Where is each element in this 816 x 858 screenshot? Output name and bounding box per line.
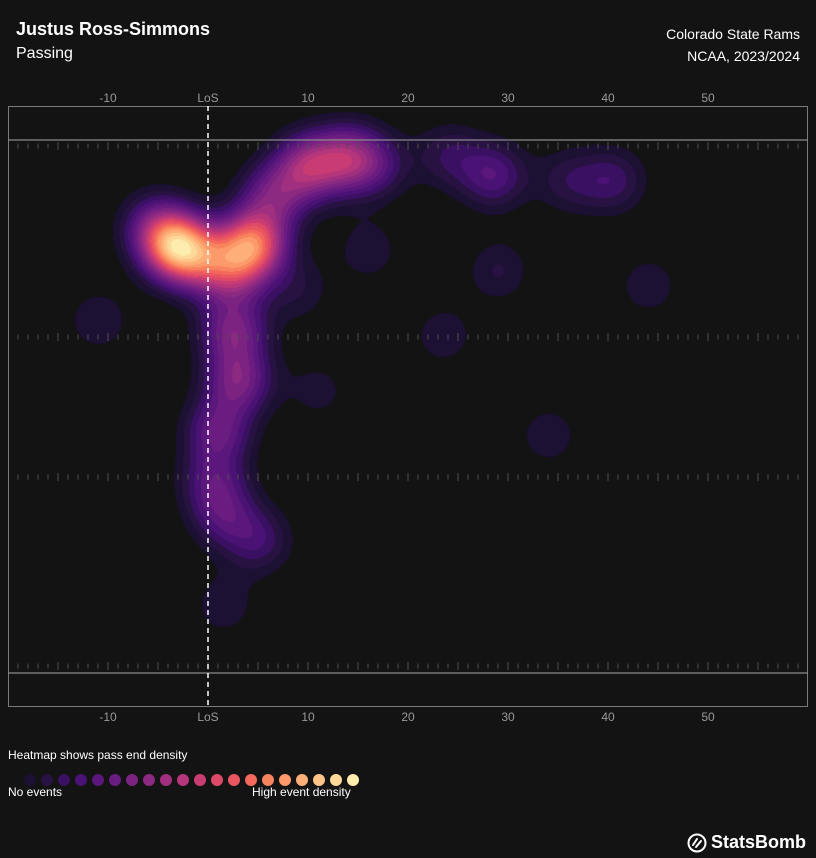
legend-color-dot (160, 774, 172, 786)
legend: Heatmap shows pass end density No events… (8, 748, 359, 799)
brand-name: StatsBomb (710, 832, 806, 852)
legend-color-dot (313, 774, 325, 786)
x-tick-label-top: 10 (301, 91, 315, 105)
x-tick-label-top: 50 (701, 91, 715, 105)
legend-color-dot (24, 774, 36, 786)
competition-label: NCAA, 2023/2024 (687, 48, 800, 64)
statsbomb-logo: StatsBomb (687, 832, 806, 853)
field-border (8, 106, 808, 707)
legend-color-dot (245, 774, 257, 786)
x-tick-label-top: -10 (99, 91, 117, 105)
x-tick-label-bottom: 40 (601, 710, 615, 724)
x-tick-label-top: LoS (197, 91, 218, 105)
header-right: Colorado State Rams NCAA, 2023/2024 (666, 23, 800, 67)
legend-title: Heatmap shows pass end density (8, 748, 188, 762)
x-tick-label-bottom: LoS (197, 710, 218, 724)
legend-color-dot (58, 774, 70, 786)
x-tick-label-bottom: 30 (501, 710, 515, 724)
x-tick-label-bottom: 10 (301, 710, 315, 724)
x-tick-label-bottom: -10 (99, 710, 117, 724)
legend-high-label: High event density (252, 785, 351, 799)
legend-color-dot (109, 774, 121, 786)
legend-color-dot (126, 774, 138, 786)
legend-color-dot (296, 774, 308, 786)
legend-color-scale (24, 774, 359, 786)
legend-color-dot (194, 774, 206, 786)
legend-color-dot (228, 774, 240, 786)
heatmap-canvas (8, 106, 808, 707)
legend-color-dot (347, 774, 359, 786)
statsbomb-icon (687, 833, 707, 852)
x-tick-label-top: 30 (501, 91, 515, 105)
legend-color-dot (211, 774, 223, 786)
legend-color-dot (262, 774, 274, 786)
header-left: Justus Ross-Simmons Passing (16, 18, 210, 64)
player-name: Justus Ross-Simmons (16, 19, 211, 39)
x-tick-label-bottom: 50 (701, 710, 715, 724)
x-tick-label-bottom: 20 (401, 710, 415, 724)
legend-color-dot (279, 774, 291, 786)
legend-color-dot (177, 774, 189, 786)
legend-color-dot (75, 774, 87, 786)
team-name: Colorado State Rams (666, 26, 800, 42)
legend-color-dot (92, 774, 104, 786)
legend-color-dot (41, 774, 53, 786)
field-heatmap: -10 -10 LoS LoS 10 10 20 20 30 30 40 40 50 50 (8, 91, 808, 724)
heatmap-layer (8, 106, 808, 707)
x-tick-label-top: 40 (601, 91, 615, 105)
legend-low-label: No events (8, 785, 63, 799)
legend-color-dot (330, 774, 342, 786)
legend-color-dot (143, 774, 155, 786)
chart-subtitle: Passing (16, 45, 73, 62)
x-tick-label-top: 20 (401, 91, 415, 105)
